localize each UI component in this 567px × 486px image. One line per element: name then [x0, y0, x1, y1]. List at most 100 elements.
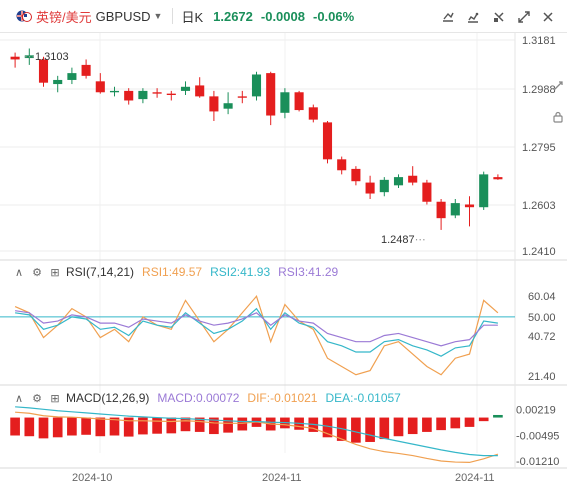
time-axis-label: 2024-11 — [262, 472, 302, 484]
candle-body — [124, 90, 134, 101]
macd-bar — [109, 417, 120, 436]
collapse-icon[interactable]: ∧ — [14, 392, 24, 405]
pair-name-cn[interactable]: 英镑/美元 — [36, 9, 92, 25]
price-change: -0.0008 — [260, 8, 305, 24]
candle-body — [422, 182, 432, 202]
chevron-down-icon[interactable]: ▼ — [153, 11, 163, 21]
macd-bar — [436, 417, 446, 431]
candle-body — [180, 86, 191, 91]
time-axis-label: 2024-10 — [72, 472, 112, 484]
rsi-axis-label: 60.04 — [528, 291, 556, 303]
candle-body — [38, 59, 49, 83]
macd-bar — [393, 417, 404, 437]
divider — [172, 8, 174, 24]
candle-body — [237, 96, 247, 98]
rsi-axis-label: 40.72 — [528, 331, 556, 343]
candle-body — [294, 92, 304, 111]
macd-bar — [379, 417, 390, 440]
macd-bar — [95, 417, 106, 437]
price-change-percent: -0.06% — [312, 8, 355, 24]
macd-bar — [407, 417, 418, 435]
candle-body — [408, 175, 418, 183]
candle-body — [138, 90, 148, 100]
candle-body — [24, 55, 34, 59]
drawing-tools-icon[interactable] — [548, 76, 567, 96]
macd-bar — [209, 417, 219, 435]
macd-bar — [422, 417, 432, 432]
gear-icon[interactable]: ⚙ — [32, 266, 42, 279]
candle-body — [379, 179, 389, 193]
rsi3-value: RSI3:41.29 — [278, 265, 339, 279]
time-axis-label: 2024-11 — [455, 472, 495, 484]
candle-body — [308, 107, 318, 120]
rsi-line-rsi2 — [15, 307, 498, 357]
candle-body — [81, 64, 91, 76]
candle-body — [493, 177, 503, 180]
price-axis-label: 1.2410 — [522, 246, 556, 258]
macd-bar — [38, 417, 49, 439]
lock-icon[interactable] — [548, 107, 567, 127]
candle-body — [266, 73, 276, 116]
candle-body — [53, 79, 63, 85]
price-chart[interactable]: 1.3181 1.2988 1.2795 1.2603 1.2410 60.04 50.0… — [0, 33, 567, 486]
candle-body — [195, 85, 205, 97]
indicator-settings-icon[interactable]: ⊞ — [50, 266, 60, 279]
candle-body — [322, 122, 333, 160]
macd-bar — [10, 417, 20, 436]
dea-value: DEA:-0.01057 — [325, 391, 401, 405]
macd-bar — [493, 414, 503, 418]
candle-body — [67, 73, 77, 80]
candle-body — [209, 96, 219, 112]
rsi-axis-label: 50.00 — [528, 312, 556, 324]
timeframe-selector[interactable]: 日K — [181, 9, 204, 25]
candle-body — [95, 81, 105, 93]
macd-bar — [180, 417, 191, 432]
macd-axis-label: -0.01210 — [516, 456, 559, 468]
macd-label: MACD(12,26,9) — [66, 391, 150, 405]
macd-axis-label: -0.00495 — [516, 430, 559, 442]
last-price: 1.2672 — [213, 8, 253, 24]
gear-icon[interactable]: ⚙ — [32, 392, 42, 405]
rsi2-value: RSI2:41.93 — [210, 265, 271, 279]
close-icon[interactable] — [538, 7, 558, 27]
candle-body — [393, 177, 404, 186]
chart-toolbar: 英镑/美元 GBPUSD ▼ 日K 1.2672 -0.0008 -0.06% — [0, 0, 567, 33]
high-annotation: ⋯1.3103 — [24, 51, 69, 63]
collapse-icon[interactable]: ∧ — [14, 266, 24, 279]
macd-bar — [67, 417, 77, 436]
rsi-line-rsi3 — [15, 310, 498, 347]
rsi-label: RSI(7,14,21) — [66, 265, 135, 279]
macd-bar — [81, 417, 91, 435]
macd-bar — [138, 417, 148, 435]
macd-bar — [194, 417, 205, 432]
macd-bar — [166, 417, 177, 434]
macd-bar — [322, 417, 333, 438]
fullscreen-icon[interactable] — [514, 7, 534, 27]
candle-body — [166, 93, 176, 96]
uk-us-flag-icon — [16, 9, 32, 23]
macd-bar — [450, 417, 461, 429]
macd-axis-label: 0.00219 — [516, 405, 556, 417]
chart-settings-icon[interactable] — [438, 7, 458, 27]
macd-bar — [223, 417, 233, 433]
dif-value: DIF:-0.01021 — [247, 391, 318, 405]
candle-body — [479, 174, 489, 208]
candle-body — [365, 182, 375, 194]
pair-code[interactable]: GBPUSD — [95, 8, 151, 24]
candle-body — [436, 201, 446, 219]
candle-body — [10, 56, 20, 60]
compare-icon[interactable] — [463, 7, 483, 27]
low-annotation: 1.2487⋯ — [381, 234, 426, 246]
candle-body — [152, 92, 162, 94]
indicator-settings-icon[interactable]: ⊞ — [50, 392, 60, 405]
price-axis-label: 1.2988 — [522, 84, 556, 96]
candle-body — [337, 159, 347, 171]
macd-value: MACD:0.00072 — [157, 391, 240, 405]
price-axis-label: 1.2603 — [522, 200, 556, 212]
macd-line-dea — [15, 406, 498, 457]
candle-body — [223, 103, 233, 109]
macd-bar — [123, 417, 134, 437]
macd-bar — [52, 417, 63, 438]
indicators-icon[interactable] — [489, 7, 509, 27]
candle-body — [464, 204, 475, 208]
